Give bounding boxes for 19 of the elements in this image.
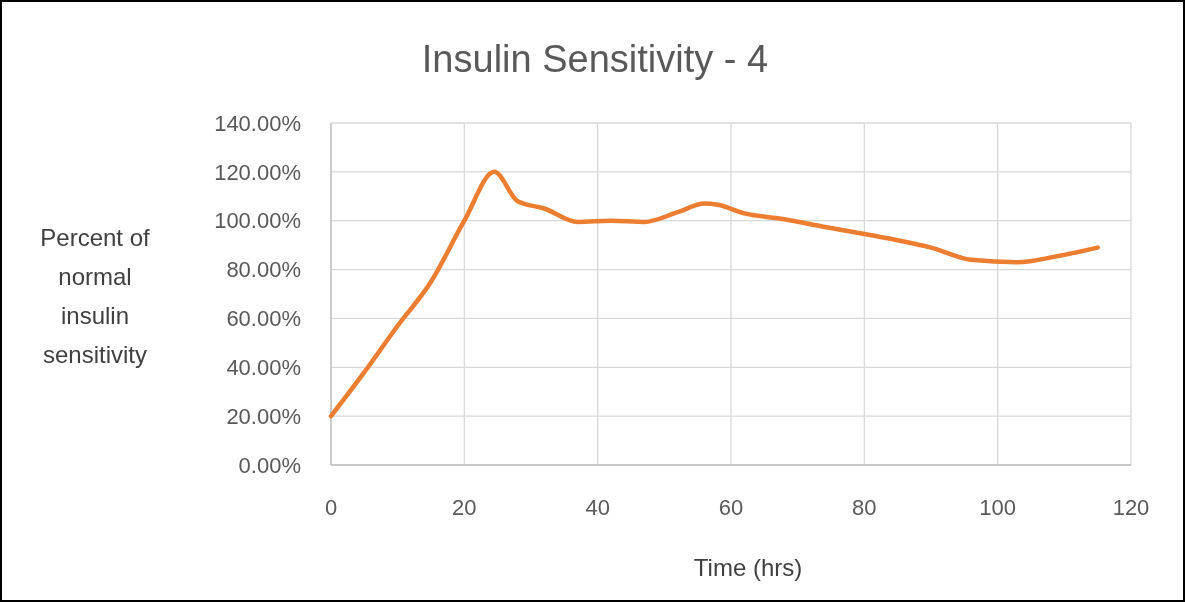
chart-title: Insulin Sensitivity - 4 xyxy=(421,38,769,80)
y-tick-label: 40.00% xyxy=(226,354,301,380)
line-series xyxy=(328,169,1100,419)
x-tick-label: 120 xyxy=(1112,495,1150,520)
y-axis-title: Percent of normal insulin sensitivity xyxy=(40,224,151,368)
y-tick-label: 0.00% xyxy=(238,452,301,478)
y-tick-label: 120.00% xyxy=(214,159,301,185)
y-tick-label: 80.00% xyxy=(226,257,301,283)
x-tick-label: 40 xyxy=(585,495,610,520)
x-tick-label: 100 xyxy=(979,495,1017,520)
x-tick-label: 20 xyxy=(452,495,477,520)
y-tick-label: 60.00% xyxy=(226,306,301,332)
y-tick-label: 140.00% xyxy=(214,110,301,136)
x-tick-label: 0 xyxy=(324,495,338,520)
y-tick-label: 100.00% xyxy=(214,208,301,234)
x-tick-label: 80 xyxy=(852,495,877,520)
y-tick-label: 20.00% xyxy=(226,403,301,429)
x-axis-title: Time (hrs) xyxy=(693,554,803,581)
x-tick-label: 60 xyxy=(718,495,744,520)
